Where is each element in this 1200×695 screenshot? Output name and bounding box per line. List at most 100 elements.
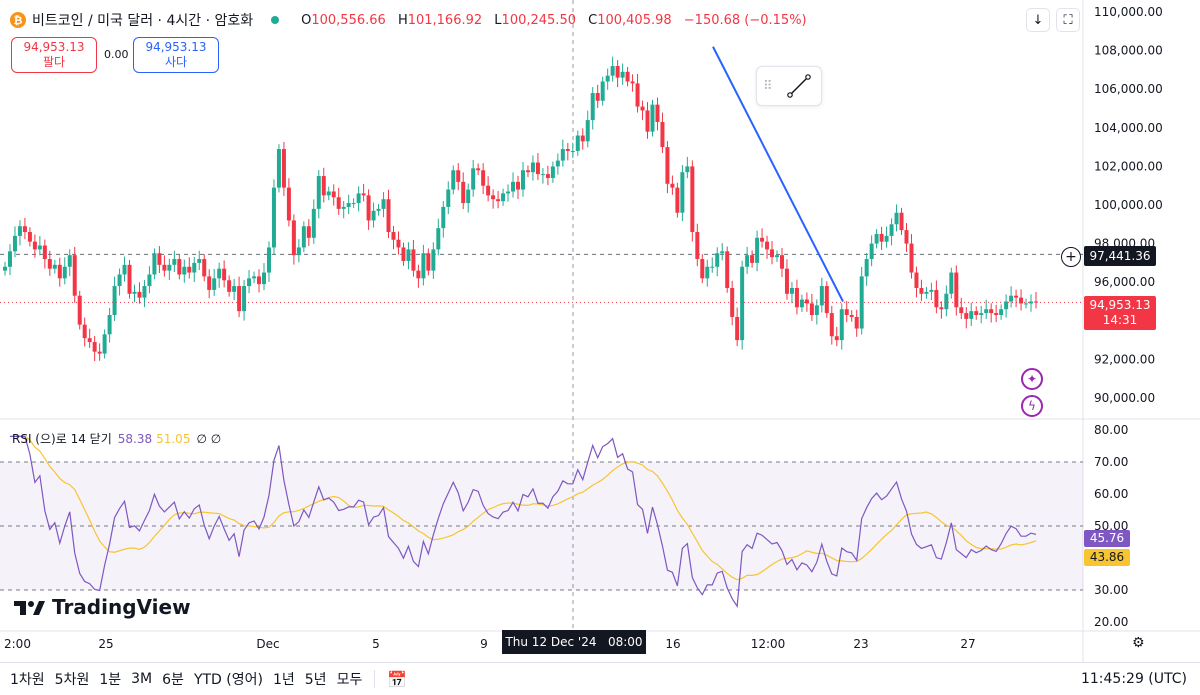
candle-body: [884, 235, 889, 242]
timeframe-1d[interactable]: 1차원: [10, 672, 45, 688]
rsi-tick-label: 50.00: [1094, 519, 1128, 533]
candle-body: [904, 230, 909, 244]
timeframe-ytd[interactable]: YTD (영어): [193, 672, 263, 688]
candle-body: [52, 264, 57, 269]
candle-body: [461, 181, 466, 204]
download-icon[interactable]: ↓: [1026, 8, 1050, 32]
candle-body: [391, 232, 396, 240]
price-tick-label: 108,000.00: [1094, 44, 1163, 58]
rsi-value: 58.38: [117, 432, 153, 446]
candle-body: [720, 251, 725, 254]
ohlc-values: O100,556.66 H101,166.92 L100,245.50 C100…: [293, 13, 807, 28]
candle-body: [1034, 301, 1038, 303]
candle-body: [441, 206, 446, 229]
last-price: 94,953.13: [1089, 298, 1151, 312]
candle-body: [874, 233, 879, 244]
calendar-range-icon[interactable]: 📅: [387, 669, 408, 689]
lightning-icon[interactable]: ϟ: [1021, 395, 1043, 417]
low-label: L: [494, 12, 502, 28]
settings-icon[interactable]: ⚙: [1132, 635, 1145, 651]
price-tick-label: 104,000.00: [1094, 121, 1163, 135]
sparkle-icon[interactable]: ✦: [1021, 368, 1043, 390]
candle-body: [142, 286, 147, 298]
candle-body: [804, 299, 809, 304]
candle-body: [615, 66, 620, 78]
price-tick-label: 90,000.00: [1094, 391, 1155, 405]
rsi-band: [0, 462, 1083, 590]
candle-body: [565, 149, 570, 151]
timeframe-all[interactable]: 모두: [336, 672, 363, 688]
candle-body: [879, 233, 884, 242]
candle-body: [351, 203, 356, 205]
trendline-tool-icon[interactable]: [784, 71, 814, 101]
candle-body: [92, 342, 97, 352]
bitcoin-icon: ₿: [10, 12, 26, 28]
utc-clock[interactable]: 11:45:29 (UTC): [1080, 671, 1187, 687]
drawing-toolbar[interactable]: ⠿: [756, 66, 822, 106]
candle-body: [381, 199, 386, 209]
candle-body: [276, 149, 281, 188]
open-value: 100,556.66: [311, 12, 386, 28]
candle-body: [466, 189, 471, 204]
close-value: 100,405.98: [597, 12, 672, 28]
candle-body: [306, 226, 311, 238]
rsi-last: 45.76: [1089, 531, 1125, 545]
close-label: C: [588, 12, 598, 28]
trendline-drawing[interactable]: [712, 46, 844, 302]
tradingview-logo[interactable]: TradingView: [14, 595, 191, 619]
candle-body: [212, 278, 217, 290]
bottom-toolbar: 1차원 5차원 1분 3M 6분 YTD (영어) 1년 5년 모두 📅 11:…: [0, 662, 1200, 695]
candle-body: [491, 195, 496, 200]
candle-body: [889, 224, 894, 236]
rsi-tick-label: 70.00: [1094, 455, 1128, 469]
high-value: 101,166.92: [407, 12, 483, 28]
candle-body: [789, 287, 794, 294]
candle-body: [555, 160, 560, 167]
candle-body: [994, 313, 999, 316]
candle-body: [545, 174, 550, 178]
candle-body: [411, 249, 416, 271]
plus-circle-icon[interactable]: +: [1061, 247, 1081, 267]
candle-body: [834, 336, 839, 341]
candle-body: [127, 264, 132, 294]
candle-body: [824, 286, 829, 314]
candle-body: [655, 104, 660, 123]
fullscreen-icon[interactable]: ⛶: [1056, 8, 1080, 32]
candle-body: [237, 286, 242, 312]
rsi-legend[interactable]: RSI (으)로 14 닫기 58.38 51.05 ∅ ∅: [12, 430, 221, 447]
candle-body: [172, 259, 177, 265]
time-tick-label: 9: [480, 637, 488, 651]
candle-body: [421, 253, 426, 279]
timeframe-3m[interactable]: 3M: [131, 671, 153, 687]
candle-body: [291, 220, 296, 256]
candle-body: [540, 174, 545, 176]
candle-body: [650, 104, 655, 132]
candle-body: [57, 264, 62, 279]
candle-body: [371, 210, 376, 221]
sell-button[interactable]: 94,953.13 팔다: [11, 37, 97, 73]
candle-body: [82, 324, 87, 339]
timeframe-5d[interactable]: 5차원: [54, 672, 90, 688]
buy-button[interactable]: 94,953.13 사다: [133, 37, 219, 73]
timeframe-1m[interactable]: 1분: [99, 672, 122, 688]
crosshair-time-label: Thu 12 Dec '24 08:00: [502, 630, 646, 654]
candle-body: [207, 276, 212, 290]
candle-body: [501, 193, 506, 202]
timeframe-6m[interactable]: 6분: [162, 672, 184, 688]
candle-body: [266, 247, 271, 273]
timeframe-1y[interactable]: 1년: [272, 672, 295, 688]
time-tick-label: 23: [853, 637, 868, 651]
candle-body: [511, 181, 516, 192]
price-tick-label: 106,000.00: [1094, 82, 1163, 96]
candle-body: [964, 313, 969, 319]
timeframe-5y[interactable]: 5년: [304, 672, 327, 688]
symbol-title[interactable]: 비트코인 / 미국 달러 · 4시간 · 암호화: [32, 13, 254, 29]
rsi-ma-last-label: 43.86: [1084, 549, 1130, 566]
candle-body: [740, 266, 745, 341]
rsi-pane: [0, 435, 1083, 608]
candle-body: [670, 183, 675, 188]
tradingview-logo-icon: [14, 601, 45, 615]
candle-body: [42, 245, 47, 260]
grip-icon[interactable]: ⠿: [763, 78, 772, 94]
